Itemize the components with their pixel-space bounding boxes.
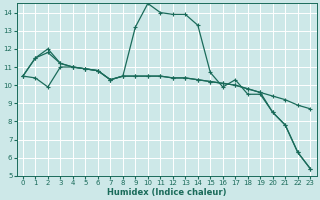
X-axis label: Humidex (Indice chaleur): Humidex (Indice chaleur)	[107, 188, 226, 197]
